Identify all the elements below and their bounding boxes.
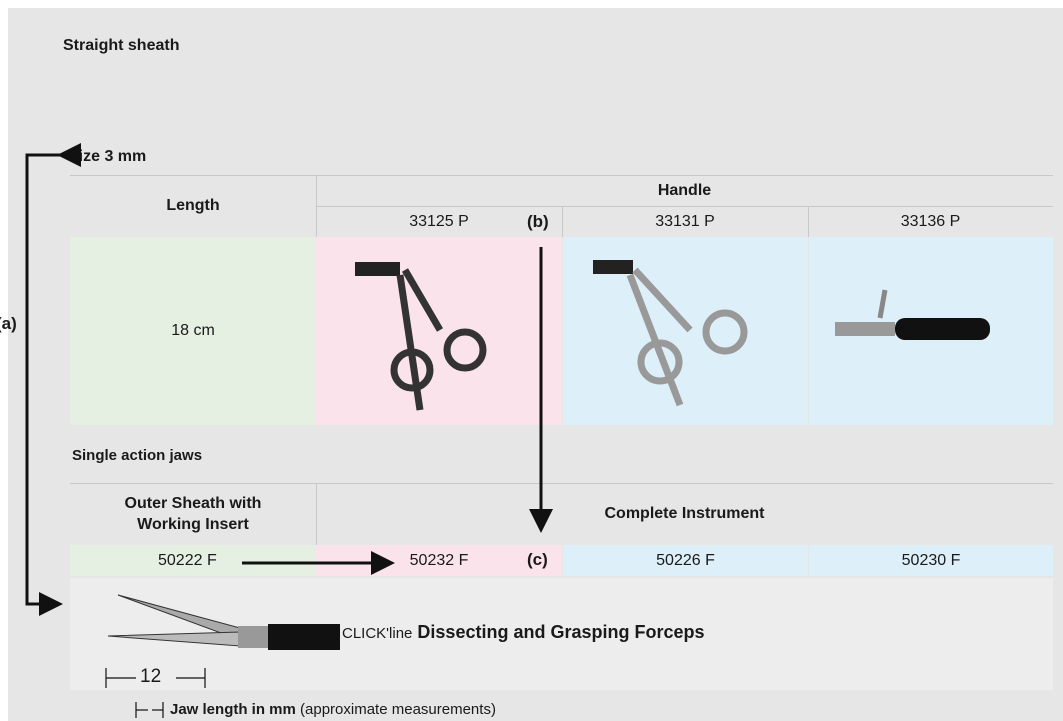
code: 50230 F	[809, 545, 1053, 576]
brand: CLICK'line	[342, 625, 413, 642]
code: 50222 F	[70, 545, 316, 576]
instrument-33125	[355, 262, 487, 411]
arrows	[25, 143, 553, 616]
header: Handle	[657, 181, 712, 199]
footer-note: (approximate measurements)	[300, 701, 496, 718]
rule	[808, 206, 809, 237]
label-a: (a)	[0, 314, 17, 333]
label-b: (b)	[527, 212, 549, 231]
forceps-image	[107, 594, 340, 650]
handle-code: 33125 P	[409, 212, 469, 230]
footer: Jaw length in mm (approximate measuremen…	[170, 701, 496, 718]
handle-code: 33136 P	[900, 212, 961, 230]
instrument-33131	[593, 260, 748, 407]
product-title: CLICK'line Dissecting and Grasping Force…	[342, 622, 705, 643]
header: Outer Sheath with Working Insert	[124, 495, 262, 533]
rule	[316, 175, 317, 237]
header: Length	[166, 197, 220, 214]
footer-bold: Jaw length in mm	[170, 701, 296, 718]
rule	[316, 483, 317, 545]
length-cell: 18 cm	[70, 237, 316, 425]
rule	[562, 206, 563, 237]
section-title: Straight sheath	[63, 37, 180, 54]
code: 50232 F	[316, 545, 562, 576]
jaws-title: Single action jaws	[72, 447, 203, 464]
measure	[105, 668, 206, 718]
header: Complete Instrument	[604, 505, 765, 522]
jaw-length: 12	[140, 666, 162, 687]
label-c: (c)	[527, 550, 548, 569]
handle-code: 33131 P	[655, 212, 715, 230]
instrument-33136	[835, 289, 990, 340]
rule	[70, 175, 1053, 176]
size-label: Size 3 mm	[68, 148, 147, 165]
product-name: Dissecting and Grasping Forceps	[417, 622, 705, 642]
rule	[70, 483, 1053, 484]
rule	[316, 206, 1053, 207]
code: 50226 F	[563, 545, 808, 576]
